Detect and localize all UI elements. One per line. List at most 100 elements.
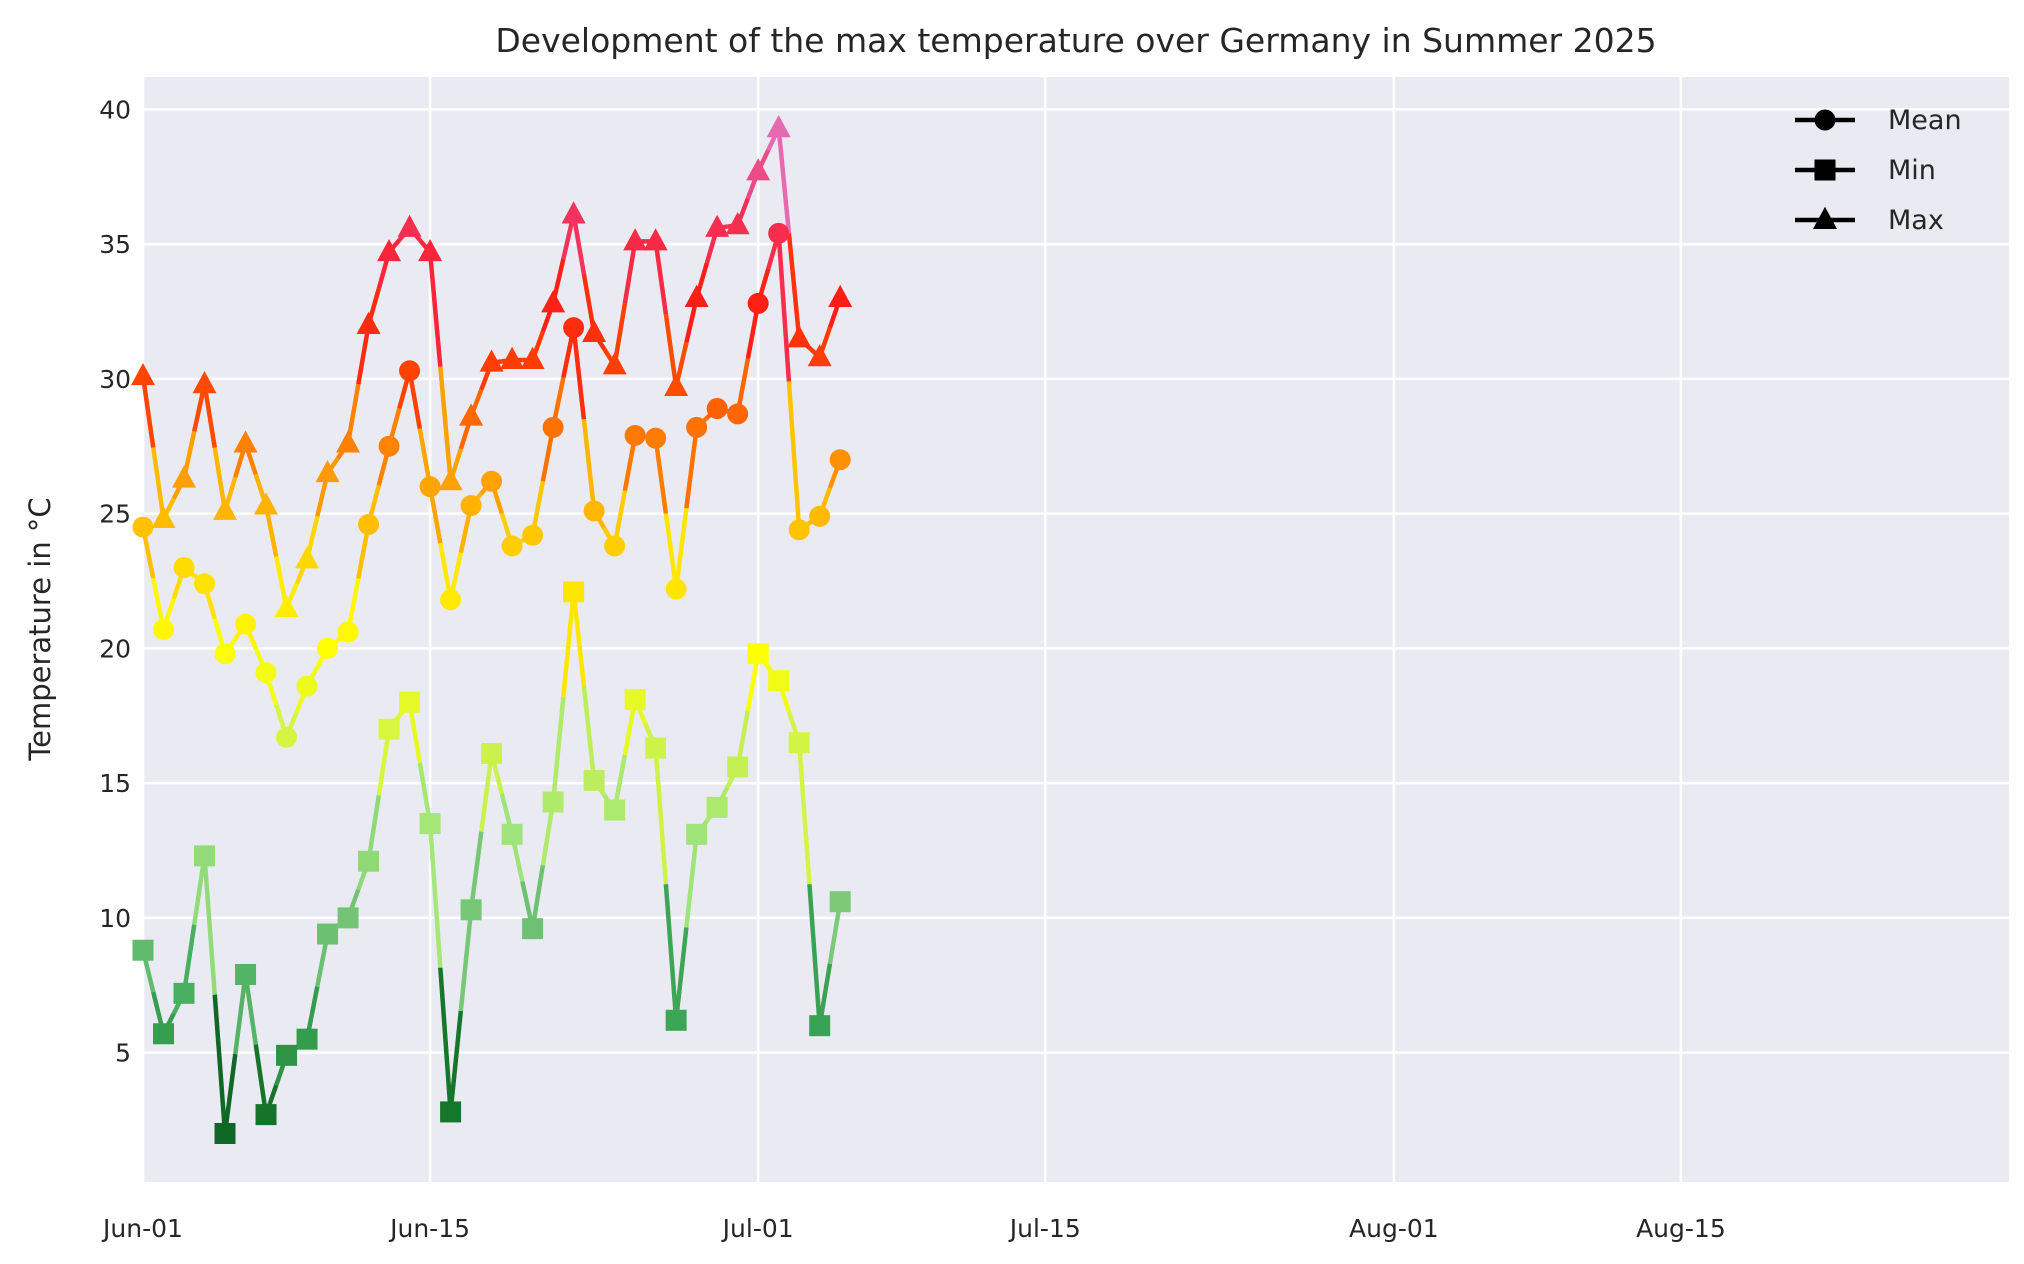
series-segment (356, 324, 371, 385)
series-segment (212, 994, 228, 1134)
markers-max (131, 115, 853, 617)
mean-point (829, 449, 851, 471)
mean-point (686, 416, 708, 438)
max-point (684, 284, 709, 307)
y-axis-label: Temperature in °C (23, 497, 57, 761)
max-point (315, 459, 340, 483)
min-point (829, 891, 851, 913)
max-point (459, 403, 484, 426)
series-segment (663, 884, 679, 1021)
series-segment (786, 381, 802, 530)
mean-point (358, 513, 380, 535)
min-point (727, 756, 749, 778)
max-point (295, 546, 320, 569)
mean-point (645, 427, 667, 449)
mean-point (173, 557, 195, 579)
grid (141, 77, 2009, 1182)
mean-point (214, 643, 236, 665)
chart-title: Development of the max temperature over … (495, 21, 1656, 60)
min-point (399, 691, 421, 713)
plot-background (143, 77, 2009, 1182)
min-point (563, 581, 585, 603)
x-tick-label: Aug-01 (1349, 1214, 1439, 1243)
min-point (624, 689, 646, 711)
legend-label: Mean (1888, 105, 1962, 136)
tick-labels: 5 10 15 20 25 30 35 40 Jun-01 Jun-15 Jul-01 Jul-15 A… (99, 95, 1726, 1243)
y-tick-label: 25 (99, 500, 131, 529)
x-tick-label: Aug-15 (1636, 1214, 1726, 1243)
max-point (725, 212, 750, 235)
mean-point (768, 222, 790, 244)
max-point (746, 158, 771, 181)
max-point (541, 290, 566, 313)
min-point (542, 791, 564, 813)
mean-point (727, 403, 749, 425)
mean-point (809, 505, 831, 527)
mean-point (788, 519, 810, 541)
min-point (440, 1101, 462, 1123)
max-point (643, 228, 668, 251)
min-point (604, 799, 626, 821)
mean-point (235, 613, 257, 635)
mean-point (255, 662, 277, 684)
max-point (623, 228, 648, 251)
mean-point (317, 637, 339, 659)
mean-point (624, 424, 646, 446)
min-point (788, 732, 810, 754)
max-point (213, 497, 238, 520)
max-point (438, 468, 463, 491)
min-point (214, 1122, 236, 1144)
min-point (522, 918, 544, 940)
min-point (378, 718, 400, 740)
series-segment (140, 375, 156, 448)
x-tick-label: Jun-01 (101, 1214, 183, 1243)
series-segment (663, 313, 679, 388)
mean-point (194, 573, 216, 595)
min-point (460, 899, 482, 921)
mean-point (604, 535, 626, 557)
min-point (706, 796, 728, 818)
min-point (665, 1009, 687, 1031)
series-segment (253, 1044, 269, 1115)
series-segment (448, 1010, 464, 1113)
mean-point (132, 516, 154, 538)
series-segment (202, 855, 218, 995)
max-point (356, 311, 381, 334)
max-point (807, 344, 832, 367)
max-point (233, 430, 258, 453)
series-segment (202, 383, 217, 448)
series-segment (581, 685, 597, 781)
mean-point (706, 398, 728, 419)
series-segment (222, 1053, 238, 1134)
max-point (828, 284, 853, 307)
min-point (276, 1044, 298, 1066)
legend-item-max: Max (1795, 205, 1944, 236)
series-segment (151, 447, 166, 520)
max-point (520, 346, 545, 369)
series-segment (540, 801, 556, 866)
min-point (255, 1104, 277, 1126)
mean-point (296, 675, 318, 697)
min-point (132, 939, 154, 961)
mean-point (440, 589, 462, 611)
max-point (582, 319, 607, 343)
min-point (768, 670, 790, 692)
mean-point (399, 360, 421, 382)
min-point (747, 643, 769, 665)
mean-point (501, 535, 523, 557)
max-point (151, 505, 176, 528)
min-point (809, 1015, 831, 1037)
legend-item-mean: Mean (1795, 105, 1962, 136)
mean-point (747, 292, 769, 314)
y-tick-label: 20 (99, 634, 131, 663)
min-point (235, 963, 257, 985)
y-tick-label: 30 (99, 365, 131, 394)
max-point (131, 362, 155, 386)
y-tick-label: 40 (99, 95, 131, 124)
min-point (173, 982, 195, 1004)
legend-label: Min (1888, 155, 1936, 186)
mean-point (337, 621, 359, 643)
max-point (192, 371, 217, 394)
min-point (481, 742, 503, 764)
